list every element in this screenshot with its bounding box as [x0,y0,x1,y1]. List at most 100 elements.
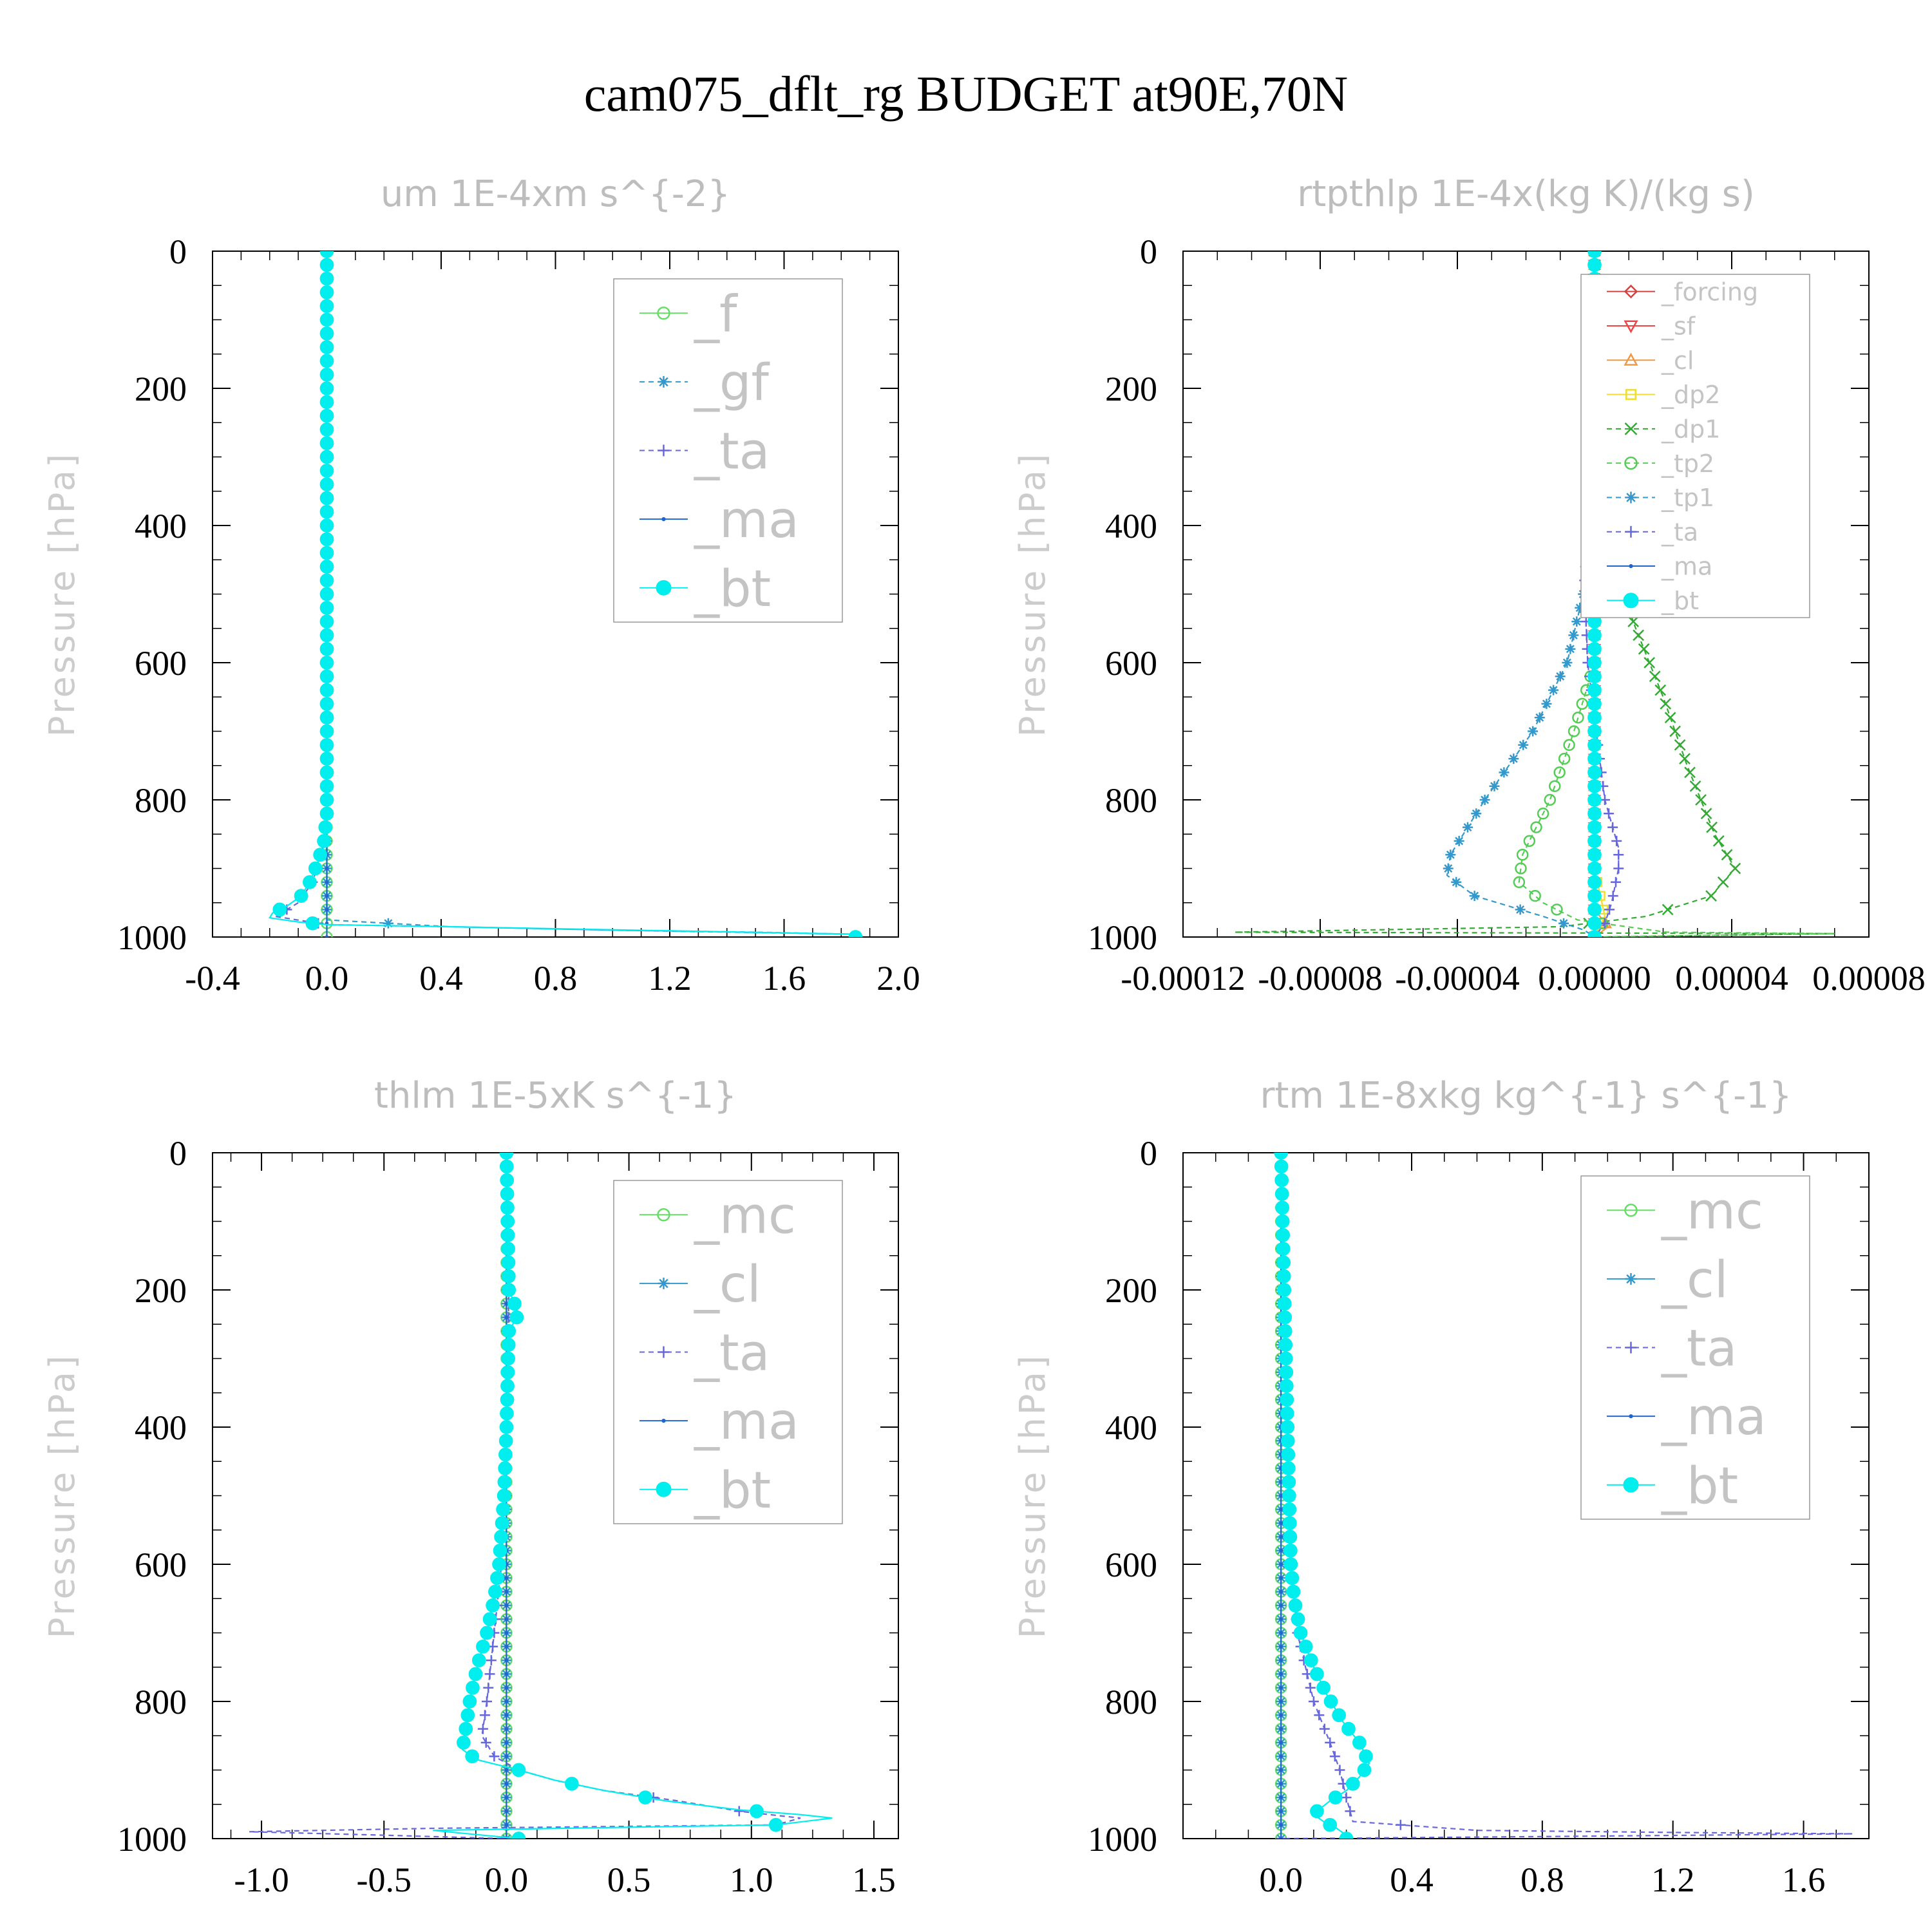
legend-entry: _dp2 [1661,381,1720,409]
x-tick-label: 1.0 [730,1861,773,1899]
data-point [1276,1227,1291,1242]
y-tick-label: 600 [135,1546,187,1584]
data-point [319,724,334,739]
data-point [498,1461,512,1475]
legend-marker [658,375,670,388]
data-point [1523,835,1536,848]
legend-entry: _gf [694,354,770,412]
data-point [500,1406,514,1421]
data-point [1279,1480,1283,1484]
data-point [319,395,334,410]
data-point [768,1817,783,1832]
data-point [1275,1214,1290,1229]
data-point [499,1153,514,1160]
data-point [504,1700,509,1703]
legend-entry: _mc [694,1187,796,1245]
data-point [1563,739,1575,752]
data-point [495,1516,509,1530]
plot-area [1274,1153,1853,1839]
x-tick-label: 1.2 [1651,1861,1695,1899]
x-tick-label: 0.8 [534,959,578,998]
data-point [1604,904,1615,915]
legend-marker [1624,456,1638,470]
data-point [1288,1598,1303,1613]
panel-title: thlm 1E-5xK s^{-1} [374,1075,737,1117]
chart-panel: rtpthlp 1E-4x(kg K)/(kg s) Pressure [hPa]… [1012,173,1926,998]
data-point [1445,849,1456,860]
y-tick-label: 200 [135,370,187,408]
data-point [1279,1604,1283,1607]
data-point [484,1669,495,1680]
data-point [501,1255,516,1270]
data-point [504,1727,509,1731]
data-point [1587,628,1602,643]
data-point [499,1420,514,1434]
data-point [1575,602,1586,613]
data-point [272,902,287,917]
data-point [319,560,334,574]
data-point [294,889,308,903]
data-point [1705,890,1717,902]
data-point [504,1823,509,1827]
data-point [1308,1696,1319,1707]
data-point [319,477,334,491]
data-point [1279,1589,1283,1594]
y-tick-label: 0 [169,1134,187,1173]
data-point [1280,1420,1295,1434]
legend-box [1580,274,1810,618]
data-point [477,1723,488,1734]
data-point [1283,1530,1298,1544]
data-point [1529,889,1541,902]
y-tick-label: 1000 [1088,918,1157,957]
data-point [1282,1502,1297,1517]
data-point [319,251,334,258]
y-axis-label: Pressure [hPa] [42,451,82,737]
y-tick-label: 1000 [1088,1820,1157,1859]
data-point [1674,739,1686,751]
data-point [1274,1159,1289,1174]
data-point [1279,1562,1283,1566]
legend-marker [1623,592,1639,609]
data-point [466,1680,480,1695]
data-point [1607,891,1618,902]
data-point [319,587,334,601]
data-point [1471,808,1482,819]
data-point [1280,1434,1295,1448]
y-tick-label: 200 [1105,1271,1157,1310]
data-point [479,1710,490,1721]
data-point [480,1625,494,1640]
legend-entry: _cl [1661,346,1694,375]
series-line [1446,251,1596,937]
legend-marker [1624,352,1638,366]
data-point [1323,1817,1338,1832]
data-point [498,1434,513,1448]
data-point [1684,766,1696,779]
data-point [1613,849,1624,860]
data-point [1587,793,1602,807]
legend-entry: _bt [694,560,771,618]
data-point [1341,1721,1356,1736]
data-point [498,1447,513,1462]
data-point [1305,1682,1316,1693]
data-point [504,1604,509,1607]
data-point [1587,641,1602,656]
data-point [319,710,334,725]
legend-entry: _ta [1661,518,1698,546]
data-point [319,669,334,684]
legend-entry: _mc [1661,1182,1763,1240]
y-tick-label: 600 [1105,644,1157,683]
data-point [1548,780,1561,792]
data-point [319,793,334,807]
data-point [319,463,334,478]
data-point [1555,671,1566,682]
y-tick-label: 600 [1105,1546,1157,1584]
data-point [383,918,393,929]
x-tick-label: 0.4 [1390,1861,1434,1899]
data-point [1332,1708,1347,1723]
data-point [1279,1631,1283,1635]
data-point [500,1214,515,1229]
series-tp1 [1443,251,1600,937]
data-point [325,907,329,912]
data-point [1553,766,1566,779]
data-point [319,545,334,560]
